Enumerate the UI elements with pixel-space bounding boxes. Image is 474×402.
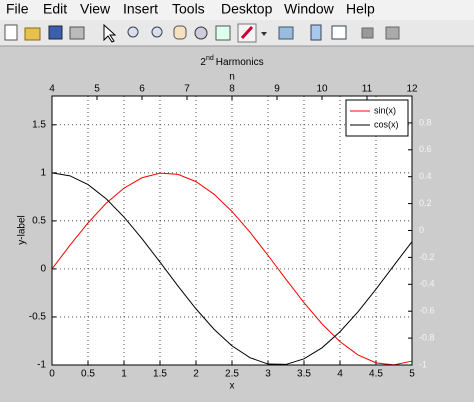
x2-tick-label: 10 bbox=[316, 84, 328, 95]
legend-label: cos(x) bbox=[374, 119, 399, 129]
axes: 0 0.5 1 1.5 2 2.5 3 3.5 4 4.5 5 -1 -0.5 0 0.5 1 1.5 4 5 6 7 8… bbox=[17, 55, 435, 392]
title-base: 2 bbox=[200, 57, 206, 68]
series-line bbox=[51, 172, 413, 365]
colorbar-icon[interactable] bbox=[310, 24, 322, 41]
zoom-in-icon[interactable] bbox=[127, 26, 139, 38]
menu-item[interactable]: Insert bbox=[123, 1, 158, 17]
open-icon[interactable] bbox=[24, 27, 41, 41]
legend-icon[interactable] bbox=[331, 25, 347, 40]
series-line bbox=[51, 172, 413, 366]
pan-icon[interactable] bbox=[173, 25, 187, 40]
menu-item[interactable]: Help bbox=[346, 1, 375, 17]
x2-tick-label: 11 bbox=[362, 84, 373, 95]
x-tick-label: 1.5 bbox=[153, 369, 167, 380]
y2-tick-label: 0.4 bbox=[419, 171, 432, 181]
y2-tick-label: 0.2 bbox=[419, 198, 432, 208]
x2-tick-label: 8 bbox=[229, 84, 235, 95]
title-superscript: nd bbox=[206, 55, 214, 62]
x2-tick-label: 12 bbox=[406, 84, 418, 95]
dock-icon[interactable] bbox=[385, 26, 400, 40]
menu-item[interactable]: Desktop bbox=[221, 1, 273, 17]
x-tick-label: 5 bbox=[409, 369, 415, 380]
x2-tick-label: 4 bbox=[49, 84, 55, 95]
x2-tick-label: 9 bbox=[274, 84, 280, 95]
y-tick-label: 1 bbox=[40, 167, 46, 178]
brush-menu-arrow[interactable] bbox=[261, 32, 267, 36]
x-tick-label: 3.5 bbox=[297, 369, 311, 380]
chart-title: 2nd Harmonics bbox=[200, 55, 263, 68]
y-tick-label: 1.5 bbox=[32, 119, 46, 130]
x-tick-label: 1 bbox=[121, 369, 127, 380]
menu-item[interactable]: Tools bbox=[172, 1, 205, 17]
axes-box bbox=[51, 95, 413, 366]
pointer-icon[interactable] bbox=[103, 23, 117, 43]
y-axis-label: y-label bbox=[17, 215, 28, 244]
y2-tick-label: -0.2 bbox=[419, 252, 435, 262]
y2-tick-label: -1 bbox=[419, 359, 427, 369]
datacursor-icon[interactable] bbox=[215, 25, 231, 41]
toolbar-icons bbox=[4, 23, 400, 43]
legend-label: sin(x) bbox=[374, 105, 396, 115]
y2-tick-label: -0.4 bbox=[419, 279, 435, 289]
title-rest: Harmonics bbox=[216, 57, 264, 68]
y-tick-label: -1 bbox=[37, 360, 46, 371]
rotate-icon[interactable] bbox=[194, 26, 208, 40]
x2-tick-label: 7 bbox=[184, 84, 190, 95]
x-tick-label: 4.5 bbox=[369, 369, 383, 380]
y-tick-label: 0 bbox=[40, 264, 46, 275]
menu-item[interactable]: View bbox=[80, 1, 111, 17]
y2-tick-label: 0.6 bbox=[419, 144, 432, 154]
print-icon[interactable] bbox=[69, 26, 85, 40]
x-tick-label: 2.5 bbox=[225, 369, 239, 380]
zoom-out-icon[interactable] bbox=[151, 26, 163, 38]
legend-box bbox=[345, 99, 409, 137]
y2-tick-label: 0.8 bbox=[419, 117, 432, 127]
x-tick-label: 3 bbox=[265, 369, 271, 380]
x-tick-label: 0.5 bbox=[81, 369, 95, 380]
save-icon[interactable] bbox=[48, 25, 63, 40]
y2-tick-label: -0.8 bbox=[419, 332, 435, 342]
x2-axis-label: n bbox=[229, 72, 235, 83]
menu-bar bbox=[0, 0, 474, 20]
link-icon[interactable] bbox=[278, 26, 294, 40]
x-tick-label: 2 bbox=[193, 369, 199, 380]
hide-tools-icon[interactable] bbox=[361, 27, 374, 39]
menu-item[interactable]: File bbox=[6, 1, 29, 17]
x2-tick-label: 5 bbox=[94, 84, 100, 95]
x2-tick-label: 6 bbox=[139, 84, 145, 95]
menu-items: File Edit View Insert Tools Desktop Window Help bbox=[6, 1, 375, 17]
x-axis-label: x bbox=[230, 381, 235, 392]
y2-tick-label: -0.6 bbox=[419, 306, 435, 316]
y2-tick-label: 0 bbox=[419, 225, 424, 235]
x-tick-label: 4 bbox=[337, 369, 343, 380]
menu-item[interactable]: Window bbox=[284, 1, 335, 17]
x-tick-label: 0 bbox=[49, 369, 55, 380]
new-icon[interactable] bbox=[4, 24, 18, 41]
y-tick-label: -0.5 bbox=[29, 312, 47, 323]
brush-stroke bbox=[240, 25, 254, 40]
menu-item[interactable]: Edit bbox=[43, 1, 67, 17]
y-tick-label: 0.5 bbox=[32, 216, 46, 227]
